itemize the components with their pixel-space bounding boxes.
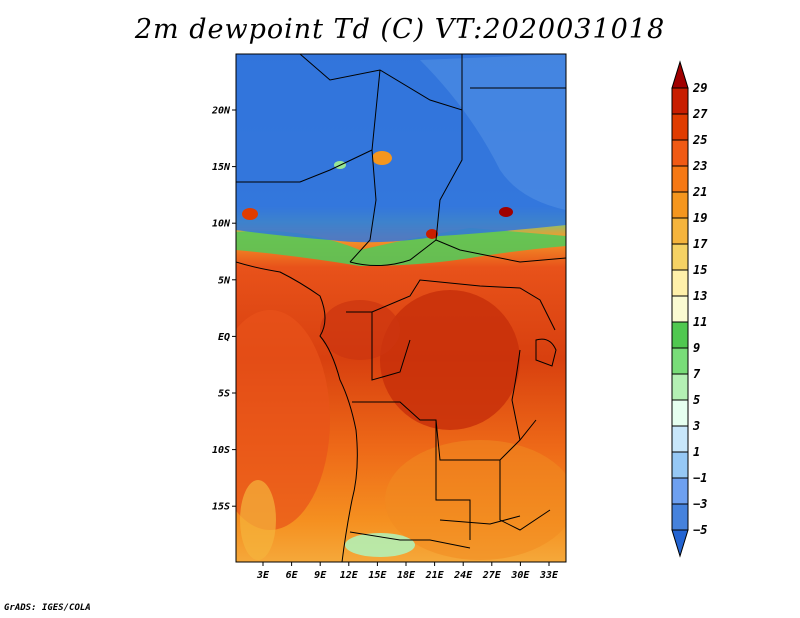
colorbar-label: 15 <box>693 263 707 277</box>
plot-frame <box>235 53 567 563</box>
colorbar-swatch <box>671 295 689 323</box>
colorbar-label: 25 <box>692 133 707 147</box>
x-tick-label: 21E <box>425 570 445 581</box>
y-tick-label: 20N <box>211 106 231 117</box>
x-tick-label: 15E <box>368 570 387 581</box>
colorbar-swatch <box>671 191 689 219</box>
grads-credit: GrADS: IGES/COLA <box>4 603 91 613</box>
colorbar-label: 7 <box>693 367 701 381</box>
x-tick-label: 18E <box>397 570 416 581</box>
y-tick-label: EQ <box>218 332 230 343</box>
map-title: 2m dewpoint Td (C) VT:2020031018 <box>134 14 666 45</box>
x-axis: 3E 6E 9E 12E 15E 18E 21E 24E 27E 30E 33E <box>256 562 559 581</box>
colorbar-swatch <box>671 165 689 193</box>
y-tick-label: 5N <box>218 275 231 286</box>
y-tick-label: 15N <box>212 162 231 173</box>
x-tick-label: 24E <box>453 570 473 581</box>
colorbar-swatch <box>671 451 689 479</box>
colorbar-swatch <box>671 399 689 427</box>
x-tick-label: 33E <box>539 570 559 581</box>
colorbar-swatch <box>671 347 689 375</box>
colorbar-swatch <box>671 503 689 531</box>
colorbar-label: 5 <box>693 393 700 407</box>
y-tick-label: 10S <box>212 445 230 456</box>
colorbar-label: 1 <box>693 445 700 459</box>
x-tick-label: 6E <box>286 570 299 581</box>
colorbar-label: 23 <box>692 159 707 173</box>
colorbar-label: 27 <box>692 107 708 121</box>
colorbar-label: −1 <box>693 471 707 485</box>
colorbar-swatch <box>671 425 689 453</box>
y-axis: 20N 15N 10N 5N EQ 5S 10S 15S <box>211 106 236 513</box>
colorbar: 29 27 25 23 21 19 17 15 13 11 9 7 5 3 1 −1 −3 −5 <box>671 60 708 558</box>
colorbar-swatch <box>671 113 689 141</box>
y-tick-label: 5S <box>218 389 230 400</box>
colorbar-swatch <box>671 269 689 297</box>
colorbar-label: 3 <box>692 419 700 433</box>
x-tick-label: 30E <box>510 570 530 581</box>
colorbar-swatch <box>671 139 689 167</box>
colorbar-label: 9 <box>693 341 700 355</box>
x-tick-label: 12E <box>340 570 359 581</box>
colorbar-top-arrow <box>671 60 689 89</box>
colorbar-swatch <box>671 243 689 271</box>
colorbar-label: −3 <box>693 497 707 511</box>
x-tick-label: 27E <box>482 570 502 581</box>
x-tick-label: 9E <box>314 570 327 581</box>
y-tick-label: 15S <box>212 502 230 513</box>
colorbar-label: 29 <box>692 81 707 95</box>
colorbar-label: 21 <box>692 185 707 199</box>
colorbar-label: −5 <box>693 523 707 537</box>
colorbar-swatch <box>671 477 689 505</box>
colorbar-swatch <box>671 373 689 401</box>
political-borders <box>236 54 566 562</box>
dewpoint-field <box>236 54 566 562</box>
y-tick-label: 10N <box>212 219 231 230</box>
colorbar-label: 19 <box>693 211 707 225</box>
colorbar-bottom-arrow <box>671 529 689 558</box>
colorbar-swatch <box>671 217 689 245</box>
colorbar-label: 17 <box>693 237 708 251</box>
colorbar-label: 13 <box>693 289 707 303</box>
x-tick-label: 3E <box>256 570 270 581</box>
colorbar-swatch <box>671 321 689 349</box>
colorbar-swatch <box>671 87 689 115</box>
colorbar-label: 11 <box>693 315 707 329</box>
